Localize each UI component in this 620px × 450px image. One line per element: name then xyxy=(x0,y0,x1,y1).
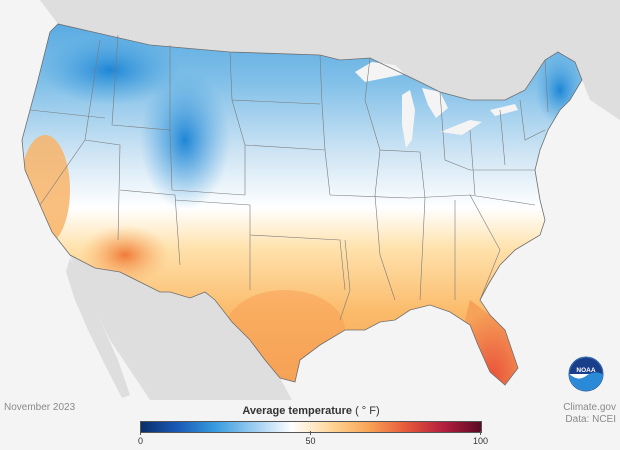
mexico-landmass xyxy=(70,255,292,400)
california-warm-region xyxy=(22,135,70,245)
credit-block: Climate.gov Data: NCEI xyxy=(563,402,616,426)
northern-cold-region xyxy=(40,35,180,105)
legend-tick-label-0: 0 xyxy=(137,436,144,446)
legend-title: Average temperature ( ° F) xyxy=(136,405,486,417)
state-borders xyxy=(29,34,549,321)
lake-michigan xyxy=(402,90,415,148)
legend-tick-0 xyxy=(140,431,141,435)
legend-tick-label-50: 50 xyxy=(305,436,316,446)
rockies-cold-region xyxy=(140,70,230,210)
legend-unit: ( ° F) xyxy=(355,405,380,417)
date-label: November 2023 xyxy=(4,402,76,413)
lake-ontario xyxy=(490,104,518,116)
credit-climate-gov: Climate.gov xyxy=(563,402,616,413)
canada-landmass xyxy=(40,0,620,120)
lake-erie xyxy=(440,120,482,135)
noaa-logo: NOAA xyxy=(568,356,604,392)
legend-tick-50 xyxy=(310,431,311,435)
legend-tick-100 xyxy=(480,431,481,435)
legend-tick-label-100: 100 xyxy=(472,436,489,446)
temperature-map xyxy=(21,0,620,400)
florida-peninsula xyxy=(465,300,520,385)
legend-color-bar xyxy=(140,421,482,433)
baja-peninsula xyxy=(66,258,130,398)
temperature-legend: Average temperature ( ° F) 0 50 100 xyxy=(136,405,489,447)
legend-title-text: Average temperature xyxy=(242,405,352,417)
credit-data-source: Data: NCEI xyxy=(565,414,616,425)
noaa-logo-text: NOAA xyxy=(576,367,595,374)
